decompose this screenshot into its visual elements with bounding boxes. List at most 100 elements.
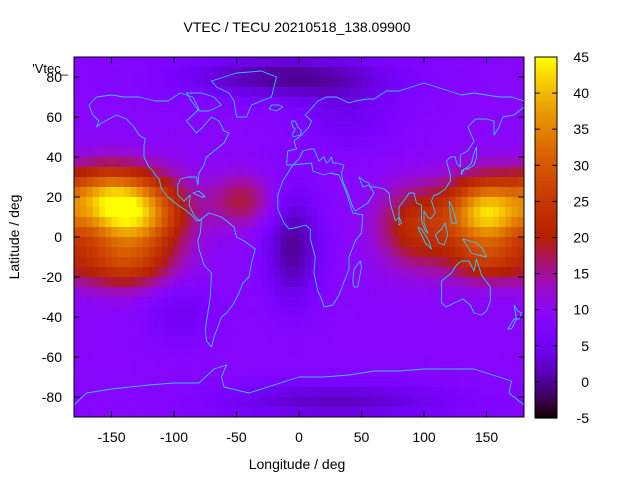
heatmap-cell [505,207,513,218]
heatmap-cell [461,207,469,218]
heatmap-cell [311,247,319,258]
heatmap-cell [436,77,444,88]
coastlines [74,70,524,406]
heatmap-cell [399,267,406,278]
heatmap-cell [274,167,281,178]
heatmap-cell [167,267,175,278]
heatmap-cell [499,87,506,98]
colorbar-segment [535,267,557,272]
heatmap-cell [399,207,406,218]
heatmap-cell [474,237,481,248]
heatmap-cell [155,77,163,88]
heatmap-cell [417,287,425,298]
heatmap-cell [174,227,181,238]
heatmap-cell [224,57,231,68]
heatmap-cell [274,367,281,378]
heatmap-cell [380,137,388,148]
heatmap-cell [349,67,356,78]
heatmap-cell [292,227,300,238]
heatmap-cell [367,297,375,308]
heatmap-cell [136,167,144,178]
heatmap-cell [317,257,325,268]
heatmap-cell [292,57,300,68]
heatmap-cell [230,397,238,408]
heatmap-cell [236,377,244,388]
heatmap-cell [211,337,219,348]
heatmap-cell [167,407,175,417]
heatmap-cell [467,177,475,188]
heatmap-cell [111,207,119,218]
heatmap-cell [467,327,475,338]
heatmap-cell [167,387,175,398]
heatmap-cell [80,247,88,258]
heatmap-cell [261,297,269,308]
heatmap-cell [80,297,88,308]
heatmap-cell [386,227,394,238]
heatmap-cell [349,137,356,148]
heatmap-cell [217,207,225,218]
heatmap-cell [80,277,88,288]
heatmap-cell [267,237,275,248]
heatmap-cell [355,307,363,318]
heatmap-cell [230,77,238,88]
x-tick-label: -150 [97,429,125,445]
heatmap-cell [136,137,144,148]
heatmap-cell [224,347,231,358]
heatmap-cell [436,277,444,288]
heatmap-cell [249,127,256,138]
heatmap-cell [80,87,88,98]
heatmap-cell [105,317,113,328]
heatmap-cell [211,317,219,328]
heatmap-cell [511,367,519,378]
heatmap-cell [499,157,506,168]
heatmap-cell [105,367,113,378]
heatmap-cell [86,367,94,378]
heatmap-cell [205,107,213,118]
heatmap-cell [124,97,131,108]
heatmap-cell [467,237,475,248]
heatmap-cell [349,357,356,368]
colorbar-segment [535,345,557,350]
heatmap-cell [99,337,106,348]
heatmap-cell [305,367,313,378]
heatmap-cell [180,307,188,318]
heatmap-cell [499,277,506,288]
heatmap-cell [392,337,400,348]
heatmap-cell [342,407,350,417]
heatmap-cell [161,357,169,368]
heatmap-cell [486,177,494,188]
heatmap-cell [236,77,244,88]
heatmap-cell [486,327,494,338]
heatmap-cell [92,107,100,118]
heatmap-cell [130,147,138,158]
heatmap-cell [86,307,94,318]
heatmap-cell [299,137,306,148]
heatmap-cell [167,157,175,168]
heatmap-cell [111,247,119,258]
heatmap-cell [317,187,325,198]
heatmap-cell [511,137,519,148]
heatmap-cell [449,227,456,238]
colorbar-segment [535,393,557,398]
heatmap-cell [342,97,350,108]
heatmap-cell [280,317,288,328]
heatmap-cell [517,237,524,248]
heatmap-cell [224,377,231,388]
heatmap-cell [480,57,488,68]
heatmap-cell [117,157,125,168]
heatmap-cell [492,177,500,188]
heatmap-cell [136,67,144,78]
colorbar-segment [535,399,557,404]
heatmap-cell [367,347,375,358]
heatmap-cell [424,187,431,198]
heatmap-cell [117,187,125,198]
heatmap-cell [174,247,181,258]
heatmap-cell [242,127,250,138]
heatmap-cell [186,257,194,268]
heatmap-cell [399,187,406,198]
heatmap-cell [417,237,425,248]
heatmap-cell [417,57,425,68]
heatmap-cell [192,167,200,178]
heatmap-cell [317,107,325,118]
